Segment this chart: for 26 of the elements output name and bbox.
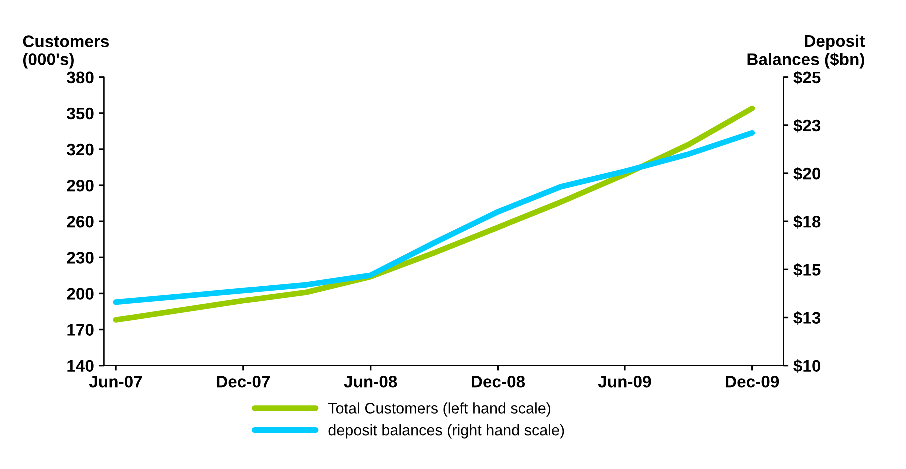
y2-tick-label: $20 [794, 167, 821, 181]
y2-tick-label: $13 [794, 311, 821, 326]
y-tick-label: 290 [67, 180, 94, 192]
y-axis-title: Customers (000's) [23, 36, 110, 69]
y-tick-label: 350 [67, 108, 94, 120]
y-tick-label: 320 [67, 144, 94, 156]
y-tick-label: 140 [68, 360, 94, 372]
legend-label: deposit balances (right hand scale) [328, 424, 564, 439]
x-tick-label: Dec-08 [472, 376, 526, 388]
legend-label: Total Customers (left hand scale) [328, 402, 551, 417]
y-tick-label: 380 [67, 72, 94, 84]
y2-tick-label: $25 [794, 71, 821, 85]
y2-tick-label: $18 [794, 215, 821, 229]
y-tick-label: 200 [67, 288, 94, 300]
y-tick-label: 230 [67, 252, 94, 264]
y-tick-label: 260 [67, 216, 94, 228]
y2-tick-label: $10 [794, 359, 821, 374]
x-tick-label: Dec-07 [217, 376, 270, 388]
y2-tick-label: $23 [794, 119, 821, 133]
x-tick-label: Dec-09 [726, 376, 780, 388]
x-tick-label: Jun-08 [344, 376, 398, 388]
y-tick-label: 170 [68, 324, 94, 336]
y2-tick-label: $15 [794, 263, 821, 277]
y2-axis-title: Deposit Balances ($bn) [748, 34, 866, 69]
x-tick-label: Jun-07 [89, 376, 142, 388]
x-tick-label: Jun-09 [598, 376, 652, 388]
